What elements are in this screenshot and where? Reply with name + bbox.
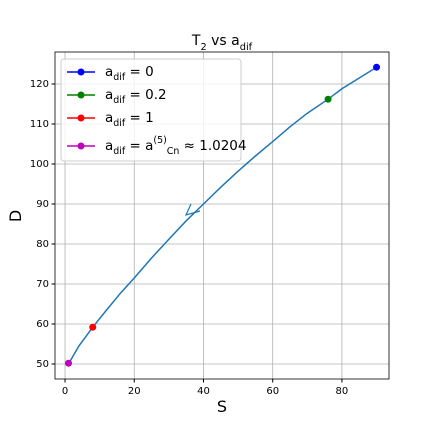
x-axis-label: S	[217, 397, 227, 416]
x-tick-label: 20	[128, 386, 141, 397]
x-tick-label: 60	[266, 386, 279, 397]
point	[89, 323, 97, 331]
y-axis-label: D	[6, 210, 25, 222]
x-tick-label: 80	[336, 386, 349, 397]
y-tick-label: 110	[30, 119, 49, 130]
x-tick-label: 40	[197, 386, 210, 397]
legend-label: adif = 0.2	[105, 87, 167, 106]
y-tick-label: 70	[36, 279, 49, 290]
legend-marker	[77, 142, 85, 150]
legend-label: adif = a(5)Cn ≈ 1.0204	[105, 135, 246, 157]
legend-label: adif = 0	[105, 64, 154, 83]
legend-box	[60, 58, 242, 162]
y-tick-label: 90	[36, 199, 49, 210]
curve	[67, 66, 377, 365]
legend-label: adif = 1	[105, 110, 154, 129]
y-tick-label: 100	[30, 159, 49, 170]
legend-marker	[77, 91, 85, 99]
point	[373, 63, 381, 71]
point	[64, 359, 72, 367]
x-tick-label: 0	[62, 386, 68, 397]
point	[324, 95, 332, 103]
legend-marker	[77, 68, 85, 76]
direction-arrow	[184, 203, 201, 216]
plot-frame	[54, 51, 390, 380]
chart-title: T2 vs adif	[191, 33, 253, 53]
y-tick-label: 120	[30, 79, 49, 90]
y-tick-label: 80	[36, 239, 49, 250]
y-tick-label: 50	[36, 359, 49, 370]
legend-marker	[77, 114, 85, 122]
y-tick-label: 60	[36, 319, 49, 330]
